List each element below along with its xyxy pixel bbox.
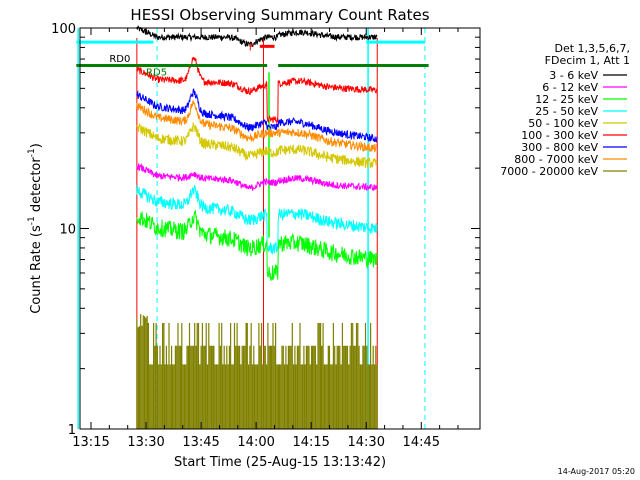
legend-entry-label: 300 - 800 keV — [521, 141, 598, 154]
legend-header: Det 1,3,5,6,7, — [554, 42, 630, 55]
x-tick-label: 13:30 — [127, 435, 164, 450]
plot-area: RD0 RD5 F — [76, 25, 429, 429]
rd5-label: RD5 — [146, 67, 167, 78]
footer-timestamp: 14-Aug-2017 05:20 — [558, 467, 635, 476]
series-line-6 — [136, 184, 378, 256]
series-line-1 — [136, 56, 378, 125]
x-tick-label: 13:15 — [72, 435, 109, 450]
legend-entry-label: 800 - 7000 keV — [514, 153, 598, 166]
y-tick-label: 100 — [51, 22, 76, 37]
x-tick-label: 14:00 — [237, 435, 274, 450]
flare-flag-label: F — [249, 42, 255, 53]
series-line-4 — [136, 122, 378, 169]
legend: Det 1,3,5,6,7,FDecim 1, Att 1 3 - 6 keV6 … — [500, 42, 630, 178]
rd0-label: RD0 — [109, 54, 130, 65]
legend-entry-label: 6 - 12 keV — [542, 81, 598, 94]
chart-title: HESSI Observing Summary Count Rates — [130, 6, 429, 24]
x-tick-label: 14:45 — [403, 435, 440, 450]
axes: 13:15 13:30 13:45 14:00 14:15 14:30 14:45 1 10 10… — [27, 22, 481, 450]
x-tick-label: 13:45 — [182, 435, 219, 450]
legend-entry-label: 12 - 25 keV — [535, 93, 598, 106]
legend-entry-label: 3 - 6 keV — [549, 69, 598, 82]
legend-entry-label: 7000 - 20000 keV — [500, 165, 598, 178]
x-tick-label: 14:30 — [348, 435, 385, 450]
high-energy-band — [136, 314, 378, 429]
legend-entry-label: 100 - 300 keV — [521, 129, 598, 142]
x-tick-label: 14:15 — [292, 435, 329, 450]
y-tick-label: 10 — [59, 223, 76, 238]
legend-entry-label: 50 - 100 keV — [528, 117, 598, 130]
y-tick-label: 1 — [68, 423, 76, 438]
series-line-3 — [136, 100, 377, 153]
x-axis-label: Start Time (25-Aug-15 13:13:42) — [174, 455, 386, 470]
series-line-2 — [136, 88, 378, 144]
legend-entry-label: 25 - 50 keV — [535, 105, 598, 118]
series-line-0 — [136, 25, 378, 48]
y-axis-label: Count Rate (s-1 detector-1) — [27, 143, 44, 314]
series-line-7 — [136, 209, 378, 281]
legend-header: FDecim 1, Att 1 — [545, 54, 630, 67]
series-line-5 — [136, 162, 378, 192]
